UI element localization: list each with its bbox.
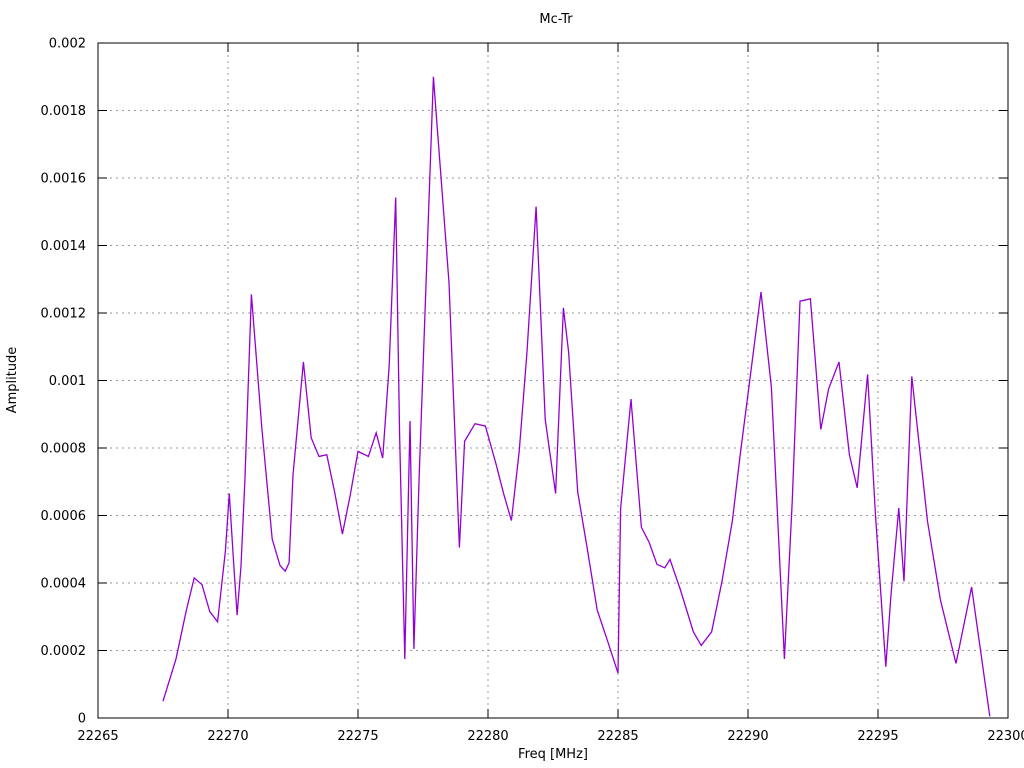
x-tick-labels: 22265 22270 22275 22280 22285 22290 22295 22300	[77, 729, 1024, 744]
y-tick-label: 0.0018	[41, 104, 87, 119]
y-tick-label: 0.0004	[41, 577, 87, 592]
x-tick-label: 22275	[337, 729, 378, 744]
y-tick-label: 0	[78, 712, 86, 727]
y-tick-labels: 0 0.0002 0.0004 0.0006 0.0008 0.001 0.0012 0.00…	[41, 37, 87, 727]
y-tick-label: 0.0008	[41, 442, 87, 457]
x-tick-label: 22270	[207, 729, 248, 744]
y-tick-label: 0.0016	[41, 172, 87, 187]
y-axis-title: Amplitude	[5, 347, 20, 414]
gridlines	[98, 43, 1008, 718]
x-axis-title: Freq [MHz]	[518, 747, 588, 762]
x-tick-label: 22280	[467, 729, 508, 744]
x-tick-label: 22295	[857, 729, 898, 744]
x-tick-label: 22300	[987, 729, 1024, 744]
series-line-mc-tr	[162, 76, 991, 717]
x-tick-label: 22265	[77, 729, 118, 744]
y-tick-label: 0.0006	[41, 509, 87, 524]
chart-title: Mc-Tr	[539, 12, 573, 27]
data-series	[162, 76, 991, 717]
y-tick-label: 0.001	[49, 374, 86, 389]
y-tick-label: 0.0012	[41, 307, 87, 322]
y-tick-label: 0.0002	[41, 644, 87, 659]
x-tick-label: 22285	[597, 729, 638, 744]
x-tick-label: 22290	[727, 729, 768, 744]
y-tick-label: 0.0014	[41, 239, 87, 254]
plot-frame	[97, 42, 1009, 719]
y-tick-label: 0.002	[49, 37, 86, 52]
